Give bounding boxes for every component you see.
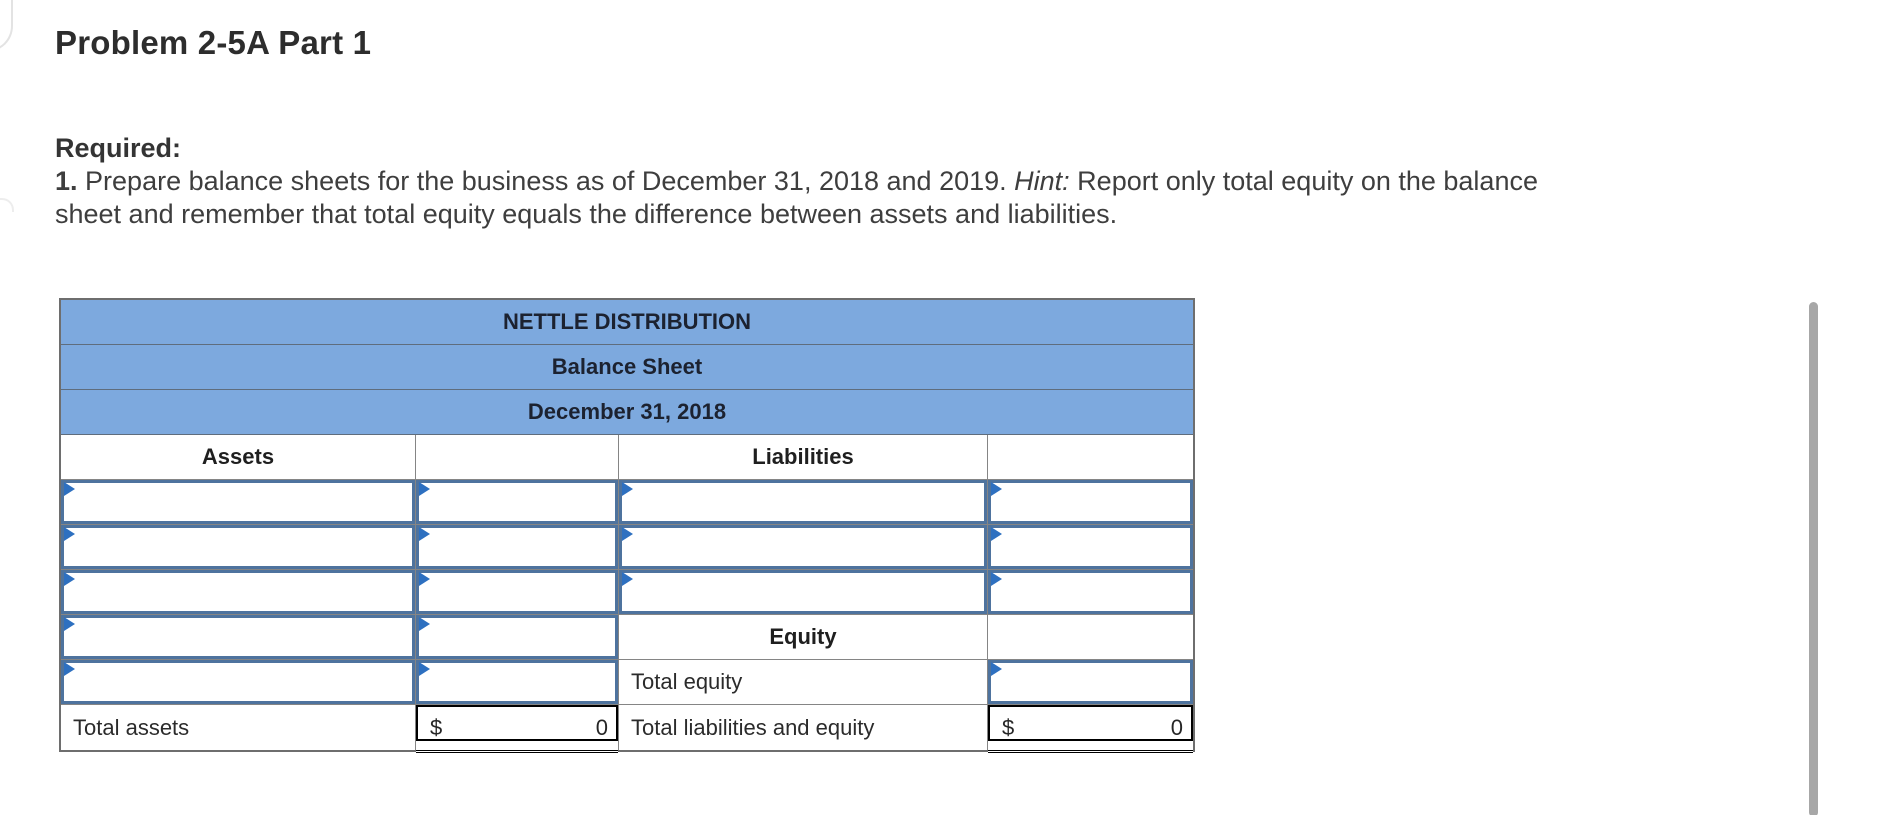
cell-marker-icon xyxy=(64,482,75,496)
instructions: Required: 1. Prepare balance sheets for … xyxy=(55,132,1855,231)
cell-marker-icon xyxy=(419,617,430,631)
total-liabilities-equity-value: 0 xyxy=(1170,714,1183,740)
scrollbar-thumb[interactable] xyxy=(1809,302,1818,815)
currency-symbol: $ xyxy=(430,714,443,740)
cell-marker-icon xyxy=(64,617,75,631)
company-name: NETTLE DISTRIBUTION xyxy=(61,300,1193,345)
required-label: Required: xyxy=(55,133,182,163)
instruction-segment: Prepare balance sheets for the business … xyxy=(77,166,1015,196)
total-assets-amount: $ 0 xyxy=(416,705,619,753)
asset-description-input[interactable] xyxy=(61,480,416,525)
asset-amount-input[interactable] xyxy=(416,660,619,705)
total-assets-value: 0 xyxy=(595,714,608,740)
cell-marker-icon xyxy=(991,527,1002,541)
liabilities-column-header: Liabilities xyxy=(619,435,988,480)
asset-amount-input[interactable] xyxy=(416,525,619,570)
total-liabilities-equity-label: Total liabilities and equity xyxy=(619,705,988,750)
cell-marker-icon xyxy=(622,482,633,496)
asset-description-input[interactable] xyxy=(61,615,416,660)
cell-marker-icon xyxy=(64,572,75,586)
assets-column-header: Assets xyxy=(61,435,416,480)
cell-marker-icon xyxy=(419,482,430,496)
total-equity-label: Total equity xyxy=(619,660,988,705)
hint-label: Hint: xyxy=(1014,166,1070,196)
cell-marker-icon xyxy=(419,662,430,676)
liability-amount-input[interactable] xyxy=(988,570,1193,615)
liabilities-amount-header-cell xyxy=(988,435,1193,480)
statement-date: December 31, 2018 xyxy=(61,390,1193,435)
cell-marker-icon xyxy=(64,662,75,676)
equity-amount-header-cell xyxy=(988,615,1193,660)
asset-description-input[interactable] xyxy=(61,525,416,570)
liability-amount-input[interactable] xyxy=(988,480,1193,525)
liability-description-input[interactable] xyxy=(619,525,988,570)
instruction-segment: sheet and remember that total equity equ… xyxy=(55,199,1118,229)
scrollbar[interactable] xyxy=(1807,295,1820,815)
cell-marker-icon xyxy=(991,662,1002,676)
item-number: 1. xyxy=(55,166,78,196)
asset-amount-input[interactable] xyxy=(416,615,619,660)
instruction-text: 1. Prepare balance sheets for the busine… xyxy=(55,165,1855,231)
cell-marker-icon xyxy=(64,527,75,541)
total-equity-amount-input[interactable] xyxy=(988,660,1193,705)
cell-marker-icon xyxy=(991,572,1002,586)
cell-marker-icon xyxy=(419,527,430,541)
asset-amount-input[interactable] xyxy=(416,480,619,525)
assets-amount-header-cell xyxy=(416,435,619,480)
liability-description-input[interactable] xyxy=(619,570,988,615)
total-assets-label: Total assets xyxy=(61,705,416,750)
panel-corner-decor xyxy=(0,198,14,212)
equity-section-header: Equity xyxy=(619,615,988,660)
cell-marker-icon xyxy=(622,572,633,586)
cell-marker-icon xyxy=(991,482,1002,496)
statement-title: Balance Sheet xyxy=(61,345,1193,390)
liability-amount-input[interactable] xyxy=(988,525,1193,570)
instruction-segment: Report only total equity on the balance xyxy=(1069,166,1538,196)
page-title: Problem 2-5A Part 1 xyxy=(55,24,372,61)
cell-marker-icon xyxy=(622,527,633,541)
panel-corner-decor xyxy=(0,0,13,52)
currency-symbol: $ xyxy=(1002,714,1015,740)
cell-marker-icon xyxy=(419,572,430,586)
asset-description-input[interactable] xyxy=(61,660,416,705)
liability-description-input[interactable] xyxy=(619,480,988,525)
asset-description-input[interactable] xyxy=(61,570,416,615)
total-liabilities-equity-amount: $ 0 xyxy=(988,705,1193,753)
balance-sheet-table: NETTLE DISTRIBUTION Balance Sheet Decemb… xyxy=(59,298,1195,753)
asset-amount-input[interactable] xyxy=(416,570,619,615)
